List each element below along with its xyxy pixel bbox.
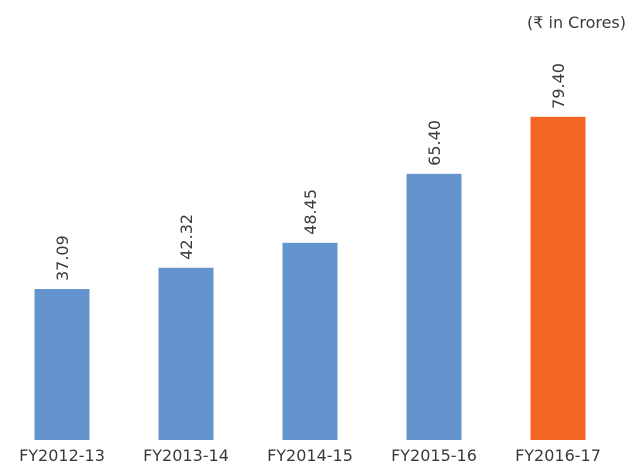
x-tick-label: FY2015-16 — [391, 446, 477, 464]
x-tick-label: FY2014-15 — [267, 446, 353, 464]
bar — [406, 173, 462, 440]
x-tick-label: FY2012-13 — [19, 446, 105, 464]
value-label: 42.32 — [177, 214, 196, 260]
unit-note: (₹ in Crores) — [527, 13, 626, 32]
bar — [530, 116, 586, 440]
bar — [282, 242, 338, 440]
x-tick-label: FY2013-14 — [143, 446, 229, 464]
value-label: 37.09 — [53, 235, 72, 281]
value-label: 48.45 — [301, 189, 320, 235]
bar — [34, 289, 90, 440]
bar — [158, 267, 214, 440]
value-label: 79.40 — [549, 63, 568, 109]
value-label: 65.40 — [425, 120, 444, 166]
x-tick-label: FY2016-17 — [515, 446, 601, 464]
